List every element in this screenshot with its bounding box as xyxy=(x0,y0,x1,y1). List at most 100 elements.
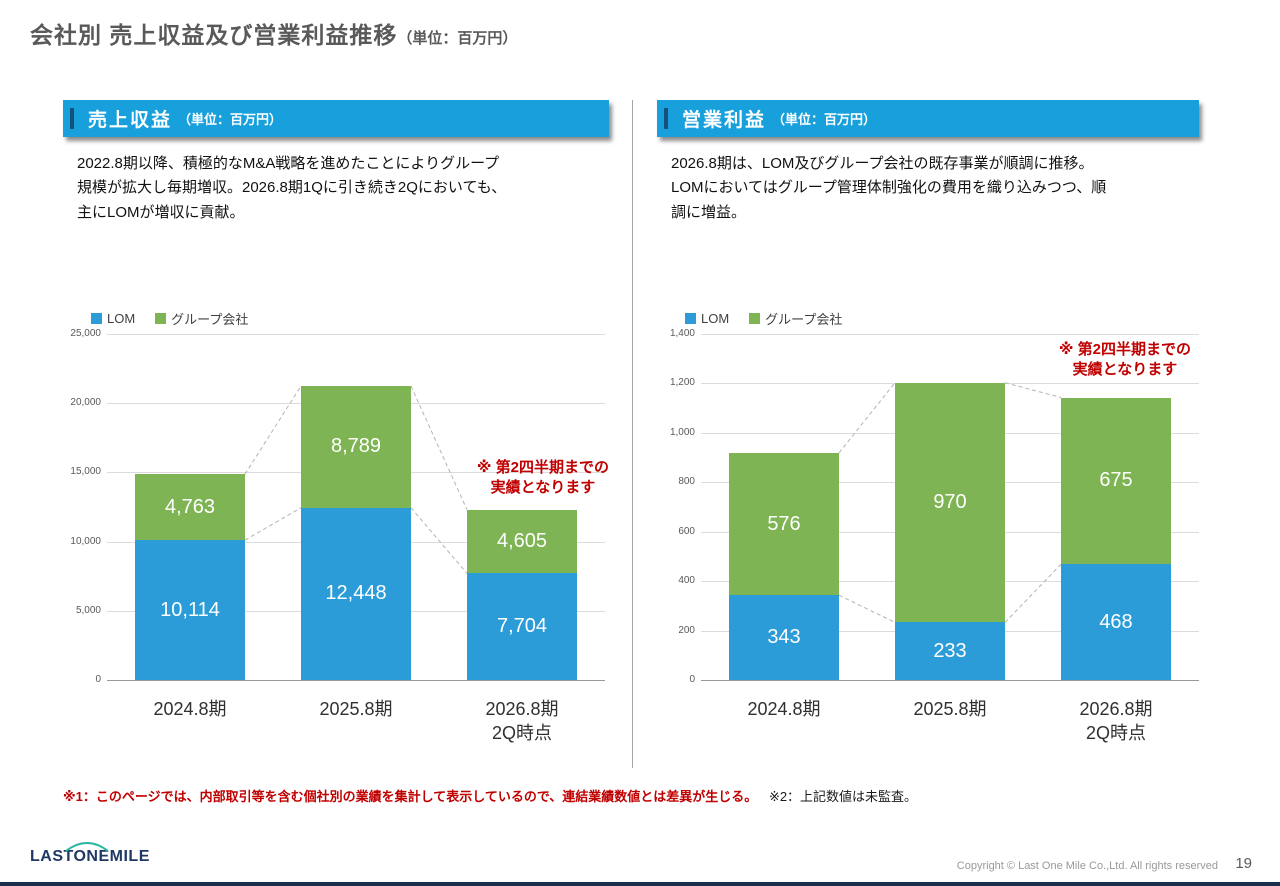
y-tick-label: 20,000 xyxy=(70,397,101,409)
legend-item: LOM xyxy=(685,311,729,326)
bar-segment: 675 xyxy=(1061,397,1171,565)
legend-swatch xyxy=(91,312,102,324)
profit-quarter-note: ※ 第2四半期までの 実績となります xyxy=(1058,341,1191,379)
profit-header-title: 営業利益 xyxy=(682,110,767,131)
profit-description: 2026.8期は、LOM及びグループ会社の既存事業が順調に推移。 LOMにおいて… xyxy=(671,155,1107,221)
legend-label: LOM xyxy=(701,310,730,326)
bar-segment: 12,448 xyxy=(301,507,411,680)
bar-value-label: 343 xyxy=(767,626,801,649)
revenue-y-axis: 0 5,000 10,000 15,000 20,000 25,000 xyxy=(63,328,107,685)
y-tick-label: 5,000 xyxy=(75,604,101,616)
bar-value-label: 576 xyxy=(767,512,801,535)
profit-header-unit: （単位：百万円） xyxy=(772,112,877,127)
legend-swatch xyxy=(155,312,167,324)
bar-segment: 343 xyxy=(729,595,839,680)
bar-value-label: 10,114 xyxy=(160,598,220,621)
bar-segment: 10,114 xyxy=(135,540,245,680)
page-title-text: 会社別 売上収益及び営業利益推移 xyxy=(30,22,398,48)
revenue-plot-area: 10,114 4,763 12,448 8,789 7,704 4,605 xyxy=(107,334,605,681)
x-axis-label: 2025.8期 xyxy=(913,699,987,719)
x-axis-label: 2026.8期 2Q時点 xyxy=(1079,699,1153,744)
page-title-unit: （単位：百万円） xyxy=(397,30,518,47)
y-tick-label: 10,000 xyxy=(70,535,101,547)
gridline xyxy=(107,334,605,335)
x-axis-label: 2026.8期 2Q時点 xyxy=(485,699,559,744)
revenue-header: 売上収益 （単位：百万円） xyxy=(63,100,609,137)
y-tick-label: 0 xyxy=(689,674,695,685)
connector-lines xyxy=(244,385,468,574)
page-number: 19 xyxy=(1235,855,1252,872)
revenue-chart-legend: LOM グループ会社 xyxy=(91,309,609,328)
revenue-quarter-note: ※ 第2四半期までの 実績となります xyxy=(476,459,609,497)
revenue-panel: 売上収益 （単位：百万円） 2022.8期以降、積極的なM&A戦略を進めたことに… xyxy=(63,100,609,790)
footnote-1: ※1：このページでは、内部取引等を含む個社別の業績を集計して表示しているので、連… xyxy=(63,789,758,804)
bottom-edge-bar xyxy=(0,882,1280,886)
y-tick-label: 200 xyxy=(678,624,695,636)
stacked-bar: 468 675 xyxy=(1061,334,1171,680)
y-tick-label: 800 xyxy=(678,476,695,488)
legend-item: グループ会社 xyxy=(155,309,248,328)
bar-segment: 8,789 xyxy=(301,386,411,508)
bar-value-label: 970 xyxy=(933,491,967,514)
bar-value-label: 675 xyxy=(1099,469,1133,492)
bar-segment: 576 xyxy=(729,452,839,596)
bar-segment: 4,763 xyxy=(135,474,245,541)
bar-value-label: 4,763 xyxy=(164,495,216,518)
bar-segment: 4,605 xyxy=(467,509,577,574)
profit-header: 営業利益 （単位：百万円） xyxy=(657,100,1199,137)
stacked-bar: 10,114 4,763 xyxy=(135,334,245,680)
panel-divider xyxy=(632,100,633,768)
copyright-text: Copyright © Last One Mile Co.,Ltd. All r… xyxy=(956,860,1218,872)
profit-chart-wrap: LOM グループ会社 0 200 400 600 800 1,000 1,200 1,400 3… xyxy=(657,310,1199,746)
bar-value-label: 233 xyxy=(933,639,967,662)
profit-chart-legend: LOM グループ会社 xyxy=(685,309,1199,328)
y-tick-label: 400 xyxy=(678,575,695,587)
legend-label: LOM xyxy=(107,310,136,326)
legend-label: グループ会社 xyxy=(171,311,249,327)
profit-plot-area: 343 576 233 970 468 675 xyxy=(701,334,1199,681)
stacked-bar: 343 576 xyxy=(729,334,839,680)
revenue-x-axis-labels: 2024.8期 2025.8期 2026.8期 2Q時点 xyxy=(107,697,605,746)
bar-value-label: 8,789 xyxy=(330,435,382,458)
y-tick-label: 1,000 xyxy=(669,426,695,438)
bar-segment: 233 xyxy=(895,622,1005,680)
profit-panel: 営業利益 （単位：百万円） 2026.8期は、LOM及びグループ会社の既存事業が… xyxy=(657,100,1199,790)
revenue-header-title: 売上収益 xyxy=(88,110,173,131)
profit-x-axis-labels: 2024.8期 2025.8期 2026.8期 2Q時点 xyxy=(701,697,1199,746)
stacked-bar: 7,704 4,605 xyxy=(467,334,577,680)
legend-item: グループ会社 xyxy=(749,309,842,328)
gridline xyxy=(701,334,1199,335)
bar-segment: 468 xyxy=(1061,564,1171,680)
profit-chart: 0 200 400 600 800 1,000 1,200 1,400 343 576 233 97… xyxy=(657,328,1199,685)
legend-swatch xyxy=(749,312,761,324)
footnote-2: ※2：上記数値は未監査。 xyxy=(768,789,918,804)
revenue-header-unit: （単位：百万円） xyxy=(178,112,283,127)
company-logo-text: LASTONEMILE xyxy=(30,848,150,865)
y-tick-label: 0 xyxy=(95,674,101,685)
bar-value-label: 468 xyxy=(1099,610,1133,633)
x-axis-label: 2024.8期 xyxy=(747,699,821,719)
revenue-description: 2022.8期以降、積極的なM&A戦略を進めたことによりグループ 規模が拡大し毎… xyxy=(77,155,507,221)
header-accent-bar xyxy=(664,108,668,129)
y-tick-label: 600 xyxy=(678,525,695,537)
revenue-chart: 0 5,000 10,000 15,000 20,000 25,000 10,114 4,7… xyxy=(63,328,609,685)
y-tick-label: 15,000 xyxy=(70,466,101,478)
bar-segment: 970 xyxy=(895,382,1005,623)
legend-label: グループ会社 xyxy=(765,311,843,327)
bar-value-label: 4,605 xyxy=(496,530,548,553)
page-title: 会社別 売上収益及び営業利益推移（単位：百万円） xyxy=(30,16,517,50)
stacked-bar: 233 970 xyxy=(895,334,1005,680)
company-logo: LASTONEMILE xyxy=(30,842,150,866)
bar-segment: 7,704 xyxy=(467,573,577,680)
legend-swatch xyxy=(685,312,696,324)
profit-y-axis: 0 200 400 600 800 1,000 1,200 1,400 xyxy=(657,328,701,685)
stacked-bar: 12,448 8,789 xyxy=(301,334,411,680)
y-tick-label: 1,200 xyxy=(669,377,695,389)
legend-item: LOM xyxy=(91,311,135,326)
footnotes: ※1：このページでは、内部取引等を含む個社別の業績を集計して表示しているので、連… xyxy=(63,786,917,805)
bar-value-label: 7,704 xyxy=(496,615,548,638)
x-axis-label: 2024.8期 xyxy=(153,699,227,719)
bar-value-label: 12,448 xyxy=(325,582,387,605)
logo-swoosh-icon xyxy=(65,842,109,852)
connector-lines xyxy=(838,382,1062,623)
